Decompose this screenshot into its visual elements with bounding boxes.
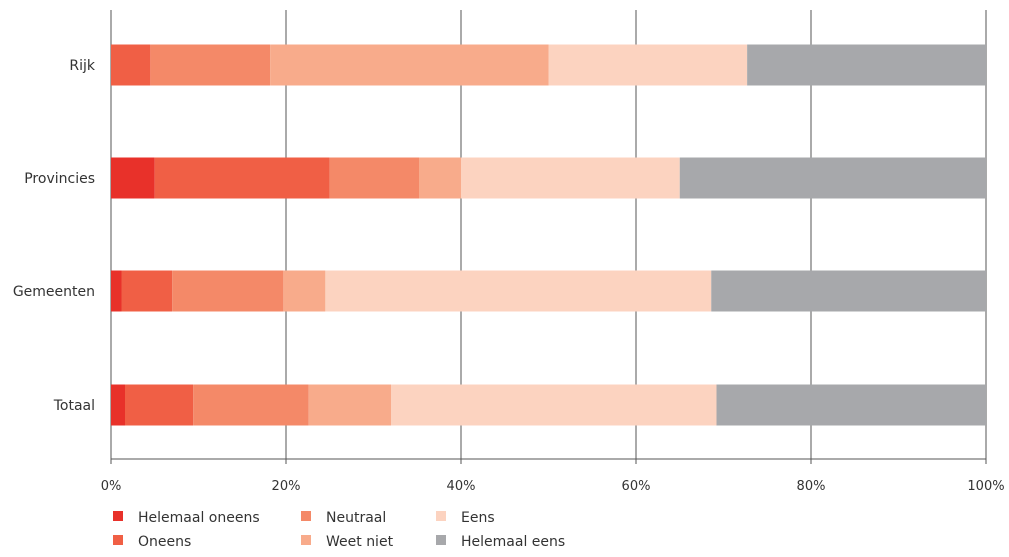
bar-gemeenten-helemaal-eens [711,270,986,312]
category-label: Gemeenten [13,284,95,300]
bar-provincies-eens [461,157,680,199]
bar-rijk-neutraal [150,44,271,86]
legend: Helemaal oneens Oneens Neutraal Weet niet Ee… [113,510,565,550]
legend-label: Helemaal oneens [138,510,260,526]
legend-swatch [113,535,123,545]
category-label: Rijk [69,58,96,74]
bar-provincies-helemaal-eens [679,157,986,199]
bar-totaal-helemaal-eens [716,384,986,426]
legend-swatch [301,535,311,545]
bar-provincies-oneens [154,157,330,199]
x-tick-label: 60% [622,479,651,494]
x-axis: 0% 20% 40% 60% 80% 100% [101,458,1005,494]
bar-totaal-helemaal-oneens [111,384,125,426]
bar-totaal-neutraal [193,384,309,426]
bar-provincies-neutraal [329,157,419,199]
bar-gemeenten-weet-niet [283,270,326,312]
legend-swatch [436,511,446,521]
bar-gemeenten-neutraal [172,270,284,312]
x-tick-label: 0% [101,479,122,494]
bar-rijk-eens [548,44,748,86]
x-tick-label: 40% [447,479,476,494]
bar-provincies-weet-niet [419,157,461,199]
legend-label: Weet niet [326,534,394,550]
bar-totaal-oneens [125,384,194,426]
bar-gemeenten-eens [325,270,712,312]
x-tick-label: 100% [967,479,1004,494]
legend-label: Helemaal eens [461,534,565,550]
bar-rijk-weet-niet [270,44,549,86]
legend-label: Neutraal [326,510,386,526]
bar-totaal-eens [391,384,717,426]
legend-swatch [113,511,123,521]
category-label: Provincies [24,171,95,187]
legend-label: Oneens [138,534,191,550]
legend-swatch [436,535,446,545]
bar-rijk-helemaal-eens [747,44,986,86]
bars [111,44,986,426]
legend-label: Eens [461,510,495,526]
category-labels: Rijk Provincies Gemeenten Totaal [13,58,96,414]
bar-provincies-helemaal-oneens [111,157,155,199]
bar-totaal-weet-niet [308,384,391,426]
x-tick-label: 80% [797,479,826,494]
bar-rijk-oneens [111,44,151,86]
bar-gemeenten-helemaal-oneens [111,270,122,312]
category-label: Totaal [53,398,95,414]
legend-swatch [301,511,311,521]
bar-gemeenten-oneens [121,270,173,312]
x-tick-label: 20% [272,479,301,494]
